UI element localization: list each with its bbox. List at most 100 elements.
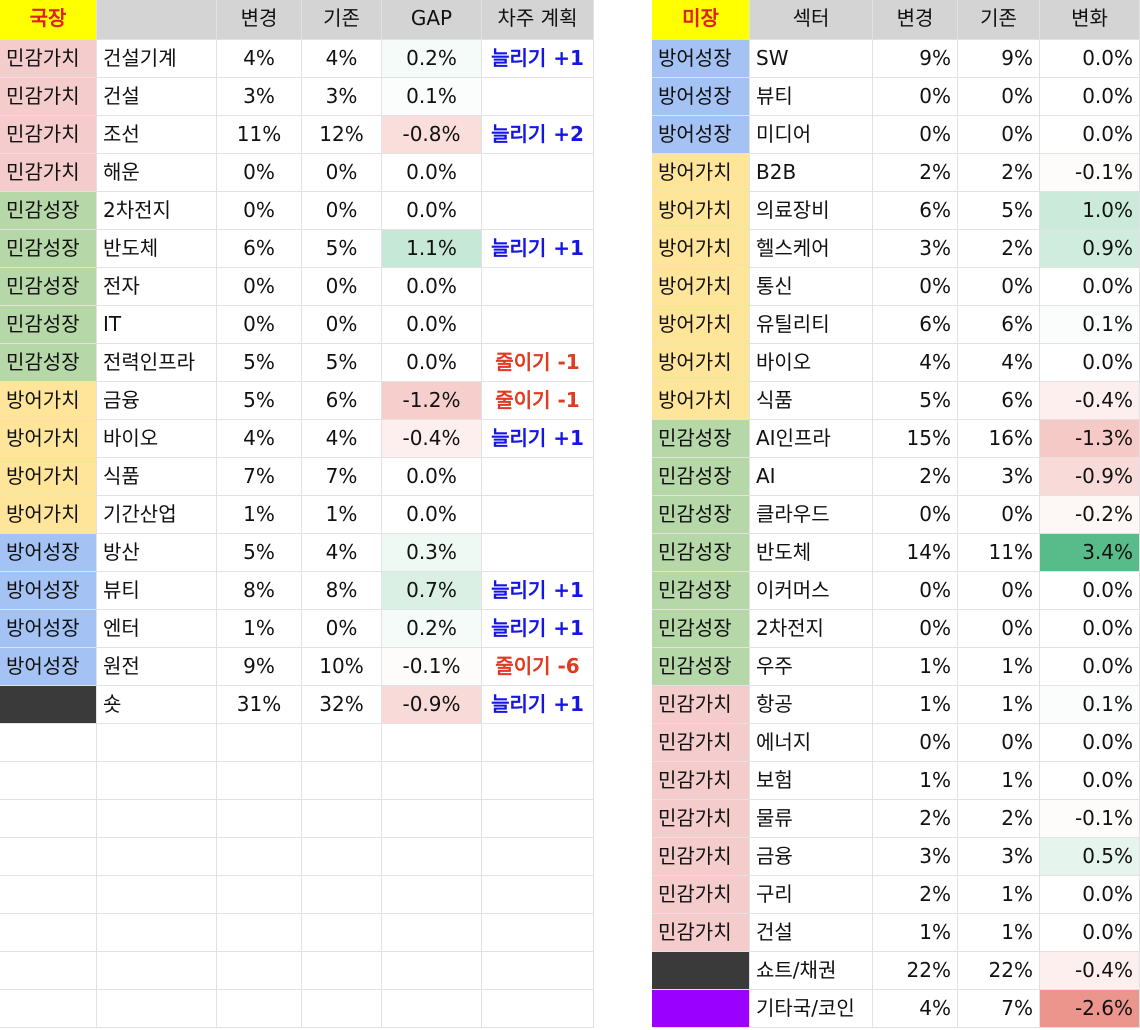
empty-cell: [482, 762, 594, 800]
new-cell: 14%: [873, 534, 958, 572]
old-cell: 22%: [958, 952, 1040, 990]
category-cell: 방어가치: [0, 382, 97, 420]
old-cell: 10%: [302, 648, 382, 686]
empty-cell: [302, 838, 382, 876]
old-cell: 0%: [958, 268, 1040, 306]
sector-cell: 숏: [97, 686, 217, 724]
plan-cell: [482, 306, 594, 344]
old-cell: 2%: [958, 230, 1040, 268]
header-cell: GAP: [382, 0, 482, 40]
plan-cell: 늘리기 +1: [482, 610, 594, 648]
sector-cell: AI: [750, 458, 873, 496]
new-cell: 7%: [217, 458, 302, 496]
sector-cell: 엔터: [97, 610, 217, 648]
new-cell: 8%: [217, 572, 302, 610]
gap-cell: 0.0%: [1040, 268, 1140, 306]
sector-cell: 우주: [750, 648, 873, 686]
gap-cell: 0.0%: [1040, 648, 1140, 686]
plan-cell: 늘리기 +1: [482, 686, 594, 724]
sector-cell: B2B: [750, 154, 873, 192]
category-cell: 민감성장: [652, 610, 750, 648]
category-cell: 방어성장: [0, 534, 97, 572]
new-cell: 9%: [873, 40, 958, 78]
old-cell: 4%: [302, 40, 382, 78]
empty-cell: [302, 876, 382, 914]
new-cell: 5%: [217, 382, 302, 420]
plan-cell: [482, 78, 594, 116]
new-cell: 0%: [217, 154, 302, 192]
empty-cell: [217, 990, 302, 1028]
new-cell: 6%: [217, 230, 302, 268]
old-cell: 0%: [958, 78, 1040, 116]
new-cell: 2%: [873, 154, 958, 192]
empty-cell: [97, 800, 217, 838]
sector-cell: 통신: [750, 268, 873, 306]
old-cell: 4%: [958, 344, 1040, 382]
category-cell: 민감성장: [0, 306, 97, 344]
old-cell: 2%: [958, 154, 1040, 192]
old-cell: 6%: [302, 382, 382, 420]
old-cell: 9%: [958, 40, 1040, 78]
empty-cell: [382, 952, 482, 990]
sector-cell: 뷰티: [97, 572, 217, 610]
empty-cell: [382, 990, 482, 1028]
new-cell: 0%: [873, 78, 958, 116]
category-cell: 방어가치: [0, 496, 97, 534]
category-cell: 민감가치: [0, 154, 97, 192]
gap-cell: 0.0%: [382, 458, 482, 496]
new-cell: 4%: [873, 990, 958, 1028]
new-cell: 11%: [217, 116, 302, 154]
old-cell: 1%: [958, 762, 1040, 800]
empty-cell: [482, 952, 594, 990]
sector-cell: 전자: [97, 268, 217, 306]
gap-cell: -1.2%: [382, 382, 482, 420]
gap-cell: 0.0%: [1040, 876, 1140, 914]
empty-cell: [482, 876, 594, 914]
gap-cell: -0.8%: [382, 116, 482, 154]
gap-cell: 1.1%: [382, 230, 482, 268]
new-cell: 4%: [217, 40, 302, 78]
category-cell: 방어성장: [652, 40, 750, 78]
old-cell: 1%: [958, 876, 1040, 914]
sector-cell: 조선: [97, 116, 217, 154]
gap-cell: 0.1%: [382, 78, 482, 116]
new-cell: 22%: [873, 952, 958, 990]
old-cell: 1%: [958, 648, 1040, 686]
plan-cell: [482, 534, 594, 572]
gap-cell: 0.0%: [382, 496, 482, 534]
category-cell: 민감성장: [0, 230, 97, 268]
gap-cell: -0.1%: [382, 648, 482, 686]
gap-cell: -0.4%: [382, 420, 482, 458]
sector-cell: 뷰티: [750, 78, 873, 116]
old-cell: 0%: [302, 192, 382, 230]
empty-cell: [0, 838, 97, 876]
empty-cell: [217, 838, 302, 876]
gap-cell: 0.2%: [382, 40, 482, 78]
category-cell: 방어가치: [652, 382, 750, 420]
plan-cell: 줄이기 -6: [482, 648, 594, 686]
sector-cell: 클라우드: [750, 496, 873, 534]
category-cell: 방어성장: [0, 648, 97, 686]
sector-cell: 기타국/코인: [750, 990, 873, 1028]
category-cell: 민감성장: [652, 534, 750, 572]
new-cell: 0%: [873, 496, 958, 534]
empty-cell: [0, 762, 97, 800]
plan-cell: [482, 192, 594, 230]
old-cell: 7%: [958, 990, 1040, 1028]
old-cell: 11%: [958, 534, 1040, 572]
header-cell: 국장: [0, 0, 97, 40]
new-cell: 5%: [217, 344, 302, 382]
plan-cell: 늘리기 +1: [482, 572, 594, 610]
sector-cell: 헬스케어: [750, 230, 873, 268]
header-cell: 섹터: [750, 0, 873, 40]
old-cell: 8%: [302, 572, 382, 610]
old-cell: 2%: [958, 800, 1040, 838]
empty-cell: [302, 800, 382, 838]
category-cell: 민감성장: [0, 268, 97, 306]
old-cell: 6%: [958, 306, 1040, 344]
empty-cell: [0, 914, 97, 952]
empty-cell: [302, 724, 382, 762]
gap-cell: 0.7%: [382, 572, 482, 610]
empty-cell: [217, 762, 302, 800]
